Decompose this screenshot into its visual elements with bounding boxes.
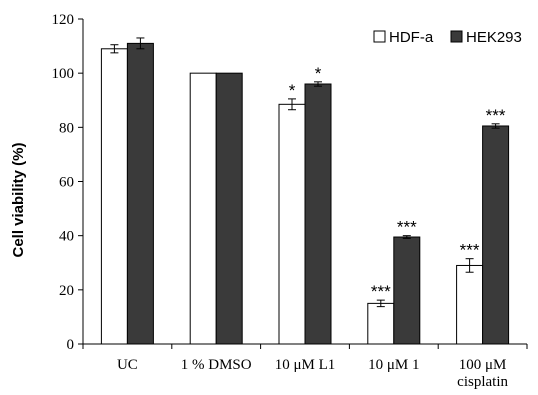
bar-hdf-a: [278, 103, 306, 345]
bar-hdf-a: [100, 48, 128, 345]
y-tick-label: 120: [52, 12, 75, 28]
bar-hek293: [393, 236, 421, 345]
legend-label: HEK293: [466, 29, 522, 46]
error-bars: [110, 37, 500, 308]
significance-mark: ***: [460, 241, 480, 260]
x-category-label: 1 % DMSO: [181, 357, 252, 373]
significance-mark: ***: [397, 218, 417, 237]
bar-hek293: [304, 83, 332, 345]
bars: [100, 42, 510, 345]
y-tick-label: 100: [52, 66, 75, 82]
y-tick-label: 0: [67, 337, 75, 353]
x-category-label: UC: [117, 357, 138, 373]
y-tick-label: 40: [59, 229, 74, 245]
x-category-label: 100 μM: [459, 357, 507, 373]
significance-mark: *: [289, 81, 296, 100]
bar-hek293: [482, 125, 510, 345]
significance-marks: **************: [289, 64, 506, 301]
legend-swatch: [373, 30, 386, 43]
significance-mark: ***: [371, 282, 391, 301]
x-category-label: 10 μM L1: [275, 357, 336, 373]
y-tick-label: 60: [59, 175, 74, 191]
y-tick-label: 80: [59, 120, 74, 136]
legend-label: HDF-a: [389, 29, 434, 46]
x-category-label: 10 μM 1: [368, 357, 419, 373]
x-category-label: cisplatin: [457, 374, 508, 390]
y-axis-label: Cell viability (%): [10, 142, 27, 257]
bar-hek293: [215, 72, 243, 345]
bar-hdf-a: [367, 302, 395, 345]
y-tick-label: 20: [59, 283, 74, 299]
bar-hdf-a: [456, 264, 484, 345]
legend: HDF-a HEK293: [373, 29, 522, 46]
bar-hdf-a: [189, 72, 217, 345]
bar-hek293: [126, 42, 154, 345]
significance-mark: ***: [486, 106, 506, 125]
legend-swatch: [450, 30, 463, 43]
significance-mark: *: [315, 64, 322, 83]
y-axis: 0 20 40 60 80 100 120: [52, 12, 84, 353]
